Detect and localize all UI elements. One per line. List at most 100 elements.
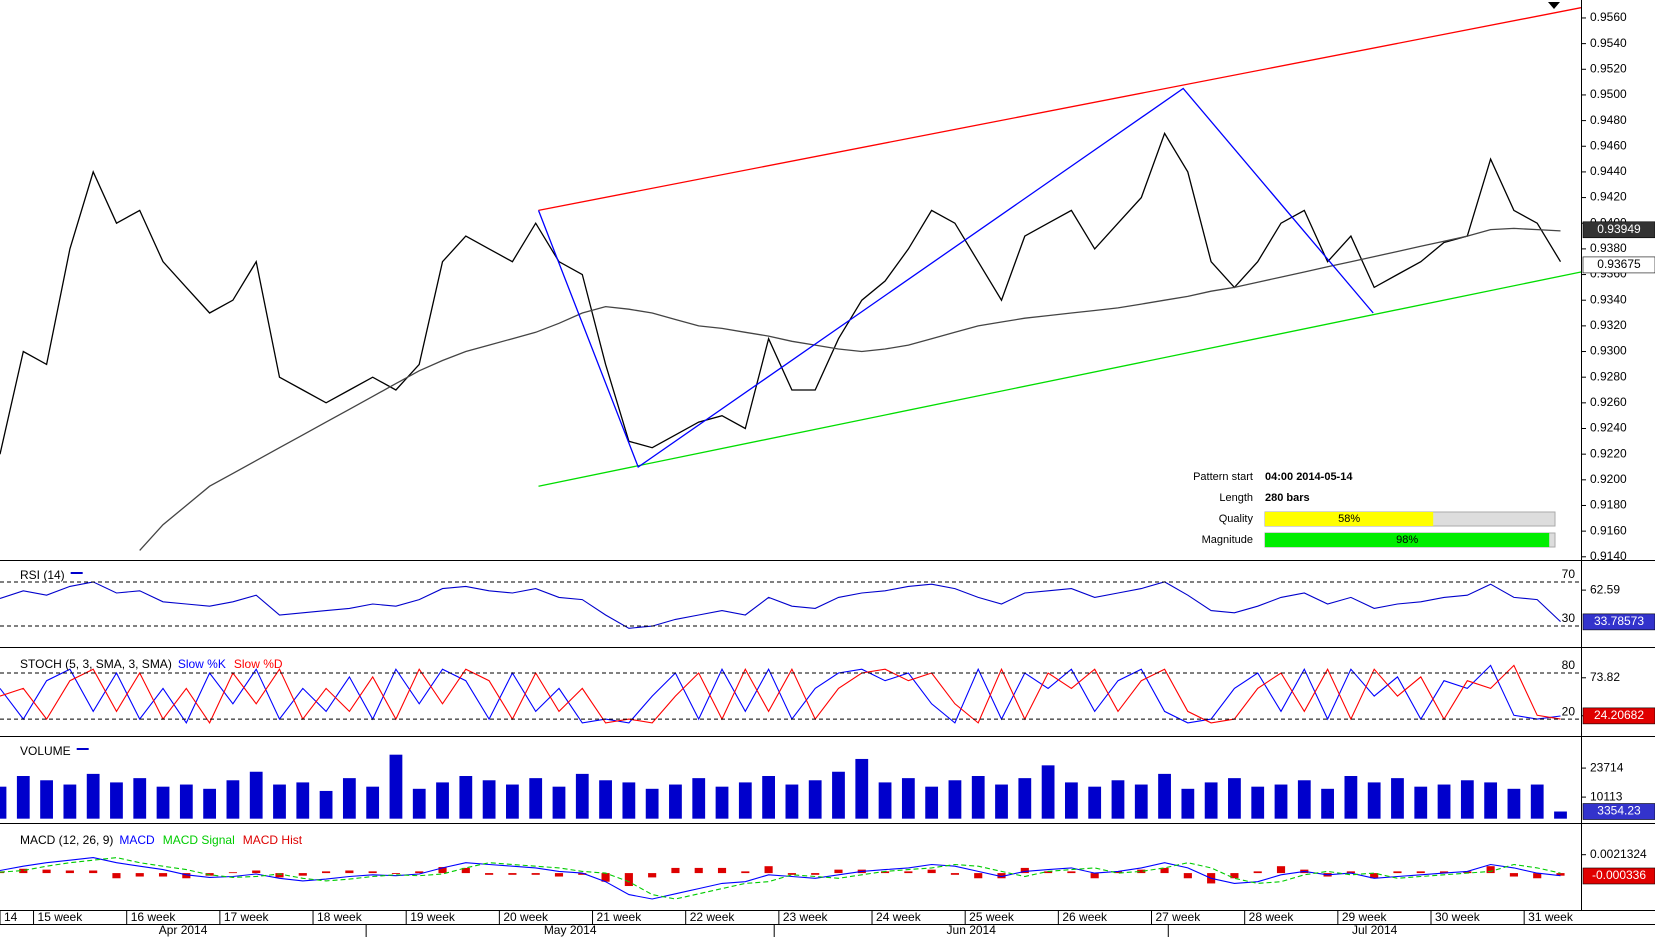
current-value: 0.93675 bbox=[1597, 257, 1641, 271]
current-value: 3354.23 bbox=[1597, 804, 1641, 818]
bar bbox=[228, 872, 237, 874]
bar bbox=[834, 869, 843, 874]
bar bbox=[715, 786, 729, 819]
y-tick-label: 62.59 bbox=[1590, 582, 1620, 596]
bar bbox=[785, 784, 799, 819]
current-value: 24.20682 bbox=[1594, 708, 1644, 722]
bar bbox=[65, 870, 74, 874]
y-tick-label: 0.9220 bbox=[1590, 446, 1627, 460]
bar bbox=[1297, 780, 1311, 819]
bar bbox=[901, 778, 915, 819]
x-tick-label: 26 week bbox=[1062, 910, 1108, 924]
bar bbox=[601, 873, 610, 882]
y-tick-label: 0.9180 bbox=[1590, 498, 1627, 512]
bar bbox=[950, 873, 960, 875]
bar bbox=[1509, 873, 1518, 877]
bar bbox=[226, 780, 240, 819]
bar bbox=[671, 867, 680, 874]
bar bbox=[1346, 871, 1355, 874]
bar bbox=[880, 871, 890, 874]
trend-line bbox=[538, 271, 1581, 487]
y-tick-label: 0.9380 bbox=[1590, 241, 1627, 255]
bar bbox=[1460, 780, 1474, 819]
y-tick-label: 0.9460 bbox=[1590, 138, 1627, 152]
bar bbox=[1181, 788, 1195, 819]
y-tick-label: 0.9240 bbox=[1590, 421, 1627, 435]
bar bbox=[717, 867, 727, 874]
x-tick-label: 25 week bbox=[969, 910, 1015, 924]
x-tick-label: 24 week bbox=[876, 910, 922, 924]
y-tick-label: 0.9440 bbox=[1590, 164, 1627, 178]
bar bbox=[0, 786, 7, 819]
info-bar bbox=[1265, 533, 1550, 547]
bar bbox=[1530, 784, 1544, 819]
panel-title: MACD (12, 26, 9) bbox=[20, 833, 113, 847]
bar bbox=[927, 869, 936, 874]
bar bbox=[1556, 873, 1565, 876]
panel-title: STOCH (5, 3, SMA, 3, SMA) bbox=[20, 657, 172, 671]
x-tick-label: 14 bbox=[4, 910, 18, 924]
series-line bbox=[0, 664, 1561, 725]
x-tick-label: 15 week bbox=[38, 910, 84, 924]
series-line bbox=[0, 664, 1561, 725]
trend-line bbox=[537, 87, 1374, 469]
bar bbox=[1370, 873, 1379, 879]
current-value: 0.93949 bbox=[1597, 222, 1641, 236]
x-tick-label: 18 week bbox=[317, 910, 363, 924]
bar bbox=[322, 871, 331, 874]
panel bbox=[0, 857, 1565, 900]
bar bbox=[508, 873, 517, 875]
current-value-box bbox=[1582, 256, 1655, 274]
bar bbox=[904, 871, 913, 874]
month-label: Apr 2014 bbox=[159, 923, 208, 937]
x-tick-label: 28 week bbox=[1249, 910, 1295, 924]
y-tick-label: 0.9280 bbox=[1590, 369, 1627, 383]
current-value: -0.000336 bbox=[1592, 868, 1646, 882]
corner-marker bbox=[1548, 2, 1560, 9]
bar bbox=[1111, 780, 1125, 819]
month-label: May 2014 bbox=[544, 923, 597, 937]
current-value-box bbox=[1582, 803, 1655, 820]
x-tick-label: 19 week bbox=[410, 910, 456, 924]
bar bbox=[832, 771, 845, 819]
y-tick-label: 0.9420 bbox=[1590, 190, 1627, 204]
panel-title: RSI (14) bbox=[20, 568, 65, 582]
bar bbox=[1533, 873, 1542, 879]
bar bbox=[1134, 784, 1148, 819]
bar bbox=[1391, 778, 1404, 819]
bar bbox=[1090, 873, 1099, 879]
bar bbox=[995, 784, 1008, 819]
bar bbox=[1439, 871, 1449, 874]
x-tick-label: 31 week bbox=[1528, 910, 1574, 924]
x-tick-label: 22 week bbox=[690, 910, 736, 924]
bar bbox=[1507, 788, 1521, 819]
month-label: Jul 2014 bbox=[1352, 923, 1398, 937]
bar bbox=[645, 788, 659, 819]
bar bbox=[741, 871, 750, 874]
bar bbox=[203, 788, 217, 819]
y-tick-label: 0.9320 bbox=[1590, 318, 1627, 332]
bar bbox=[1276, 866, 1286, 874]
current-value-box bbox=[1582, 867, 1655, 885]
panel-title: VOLUME bbox=[20, 744, 71, 758]
bar bbox=[368, 871, 377, 874]
bar bbox=[1416, 871, 1425, 874]
panel bbox=[0, 581, 1561, 629]
bar bbox=[249, 771, 263, 819]
bar bbox=[1160, 867, 1169, 874]
bar bbox=[578, 873, 587, 875]
current-value-box bbox=[1582, 707, 1655, 725]
bar bbox=[811, 873, 820, 875]
trend-line bbox=[538, 7, 1581, 212]
bar bbox=[345, 870, 354, 874]
y-tick-label: 0.9300 bbox=[1590, 344, 1627, 358]
legend-entry: MACD bbox=[119, 833, 155, 847]
info-label: Quality bbox=[1219, 513, 1254, 525]
bar bbox=[461, 867, 470, 874]
bar bbox=[275, 873, 284, 878]
x-tick-label: 17 week bbox=[224, 910, 270, 924]
bar bbox=[1367, 782, 1381, 819]
info-label: Length bbox=[1219, 492, 1253, 504]
bar bbox=[19, 868, 28, 874]
